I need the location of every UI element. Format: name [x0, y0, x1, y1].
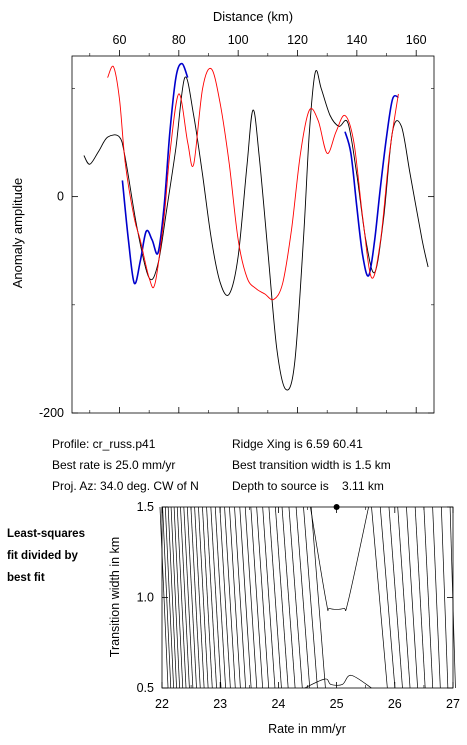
contour-line — [173, 506, 184, 689]
contour-line — [310, 506, 326, 689]
contour-y-ticks: 0.5 1.0 1.5 — [137, 500, 453, 695]
x-tick-label: 27 — [446, 697, 460, 711]
contour-line — [170, 506, 180, 689]
x-tick-label: 160 — [406, 33, 427, 47]
contour-line — [262, 506, 276, 689]
contour-line — [288, 506, 303, 689]
anomaly-y-axis-title: Anomaly amplitude — [10, 178, 25, 289]
contour-line — [167, 506, 177, 689]
contour-line — [432, 506, 441, 689]
contour-line — [310, 506, 369, 611]
x-tick-label: 24 — [271, 697, 285, 711]
contour-line — [190, 506, 201, 689]
x-tick-label: 80 — [172, 33, 186, 47]
contour-line — [194, 506, 205, 689]
contour-line — [406, 506, 418, 689]
anomaly-chart: Distance (km) Anomaly amplitude 60 80 100 1… — [10, 9, 435, 420]
contour-line — [214, 506, 226, 689]
x-tick-label: 60 — [113, 33, 127, 47]
anomaly-series — [83, 62, 429, 391]
y-tick-label: 0 — [57, 190, 64, 204]
x-tick-label: 22 — [155, 697, 169, 711]
x-tick-label: 140 — [346, 33, 367, 47]
contour-lines — [159, 506, 456, 689]
side-note-line-2: fit divided by — [7, 550, 78, 562]
contour-line — [210, 506, 222, 689]
contour-line — [275, 506, 289, 689]
contour-line — [304, 674, 372, 689]
contour-chart: 22 23 24 25 26 27 0.5 1.0 1.5 Rate in mm/yr Tra… — [108, 500, 460, 736]
contour-line — [244, 506, 258, 689]
contour-line — [224, 506, 236, 689]
contour-line — [397, 506, 411, 689]
contour-line — [268, 506, 282, 689]
contour-line — [219, 506, 231, 689]
x-tick-label: 100 — [228, 33, 249, 47]
contour-line — [256, 506, 270, 689]
contour-line — [234, 506, 247, 689]
contour-line — [379, 506, 396, 689]
contour-x-ticks: 22 23 24 25 26 27 — [155, 507, 460, 711]
contour-line — [441, 506, 449, 689]
x-tick-label: 23 — [213, 697, 227, 711]
ridge-crossing-text: Ridge Xing is 6.59 60.41 — [232, 437, 363, 451]
contour-line — [202, 506, 213, 689]
side-note: Least-squares fit divided by best fit — [7, 523, 85, 589]
y-tick-label: 1.0 — [137, 591, 154, 605]
contour-line — [180, 506, 190, 689]
series-line-3 — [107, 65, 399, 301]
best-fit-marker — [333, 504, 340, 510]
contour-line — [295, 506, 311, 689]
contour-line — [423, 506, 434, 689]
x-tick-label: 120 — [287, 33, 308, 47]
anomaly-x-axis-title: Distance (km) — [213, 9, 293, 24]
best-rate-text: Best rate is 25.0 mm/yr — [52, 458, 176, 472]
y-tick-label: -200 — [39, 406, 64, 420]
contour-line — [186, 506, 197, 689]
contour-line — [229, 506, 241, 689]
contour-line — [371, 506, 388, 689]
contour-line — [303, 506, 318, 689]
contour-line — [250, 506, 263, 689]
y-tick-label: 1.5 — [137, 500, 154, 514]
side-note-line-1: Least-squares — [7, 528, 85, 540]
best-transition-text: Best transition width is 1.5 km — [232, 458, 391, 472]
projection-azimuth-text: Proj. Az: 34.0 deg. CW of N — [52, 479, 199, 493]
profile-text: Profile: cr_russ.p41 — [52, 437, 156, 451]
contour-x-axis-title: Rate in mm/yr — [268, 722, 346, 736]
anomaly-x-ticks: 60 80 100 120 140 160 — [89, 33, 427, 413]
contour-y-axis-title: Transition width in km — [108, 537, 122, 657]
contour-line — [198, 506, 209, 689]
side-note-line-3: best fit — [7, 572, 45, 584]
contour-line — [239, 506, 252, 689]
contour-line — [414, 506, 426, 689]
depth-to-source-text: Depth to source is 3.11 km — [232, 479, 384, 493]
series-line-2 — [344, 94, 399, 277]
contour-line — [183, 506, 194, 689]
x-tick-label: 25 — [330, 697, 344, 711]
contour-line — [176, 506, 187, 689]
contour-line — [206, 506, 217, 689]
y-tick-label: 0.5 — [137, 681, 154, 695]
contour-line — [388, 506, 403, 689]
anomaly-plot-frame — [71, 55, 435, 414]
series-line-1 — [121, 62, 189, 285]
anomaly-y-ticks: 0 -200 — [39, 88, 434, 420]
contour-line — [164, 506, 174, 689]
x-tick-label: 26 — [388, 697, 402, 711]
contour-line — [281, 506, 296, 689]
